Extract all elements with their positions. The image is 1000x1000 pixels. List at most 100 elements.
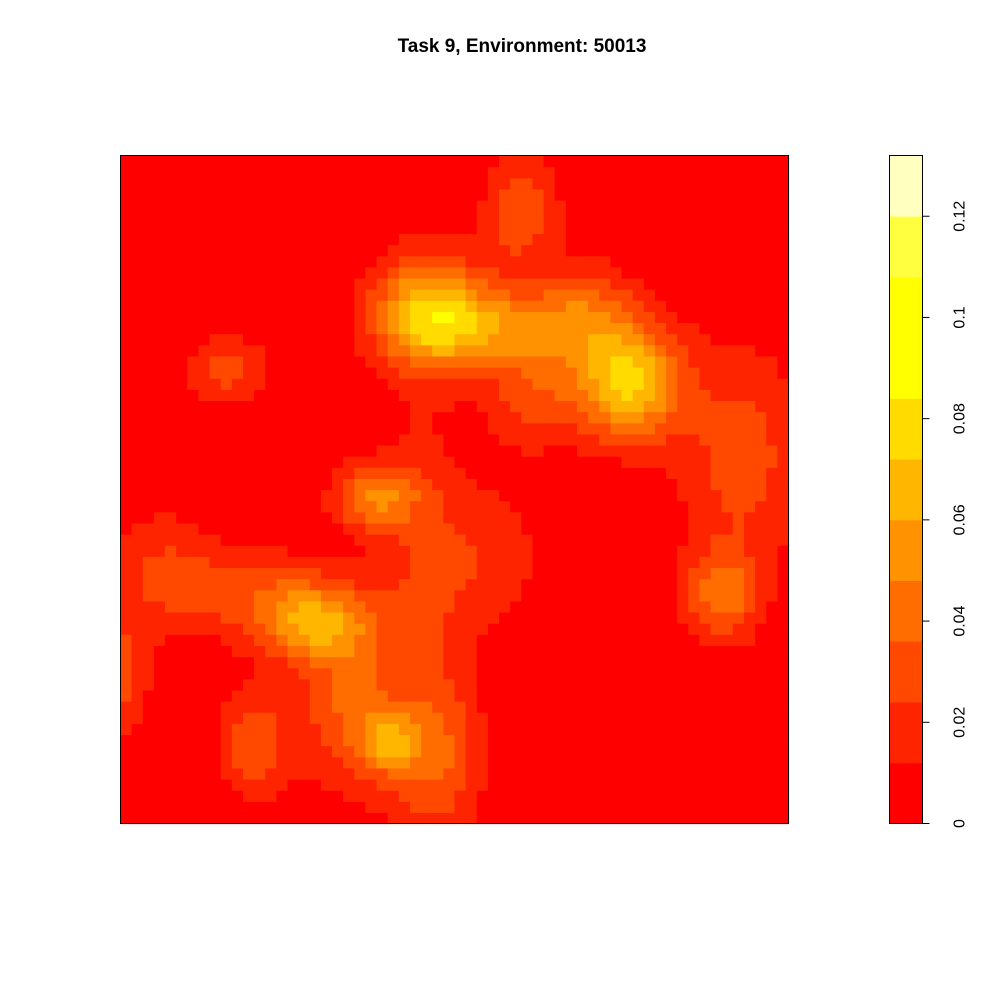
heatmap-cell <box>565 812 578 825</box>
heatmap-cell <box>543 311 556 324</box>
heatmap-cell <box>521 444 534 457</box>
heatmap-cell <box>332 411 344 424</box>
heatmap-cell <box>632 355 645 368</box>
heatmap-cell <box>554 444 567 457</box>
heatmap-cell <box>131 277 144 290</box>
heatmap-cell <box>254 678 266 691</box>
heatmap-cell <box>610 444 623 457</box>
heatmap-cell <box>376 456 389 468</box>
heatmap-cell <box>499 689 511 702</box>
heatmap-cell <box>510 422 522 435</box>
heatmap-cell <box>766 522 778 535</box>
heatmap-cell <box>120 289 133 301</box>
heatmap-cell <box>254 500 266 513</box>
heatmap-cell <box>565 344 578 357</box>
heatmap-cell <box>721 289 734 301</box>
heatmap-cell <box>454 578 467 591</box>
heatmap-cell <box>398 378 411 390</box>
heatmap-cell <box>666 790 678 802</box>
heatmap-cell <box>732 467 745 479</box>
heatmap-cell <box>276 556 289 569</box>
heatmap-cell <box>621 389 634 402</box>
heatmap-cell <box>565 645 578 658</box>
heatmap-cell <box>643 188 656 201</box>
heatmap-cell <box>755 333 767 346</box>
heatmap-cell <box>176 188 188 201</box>
heatmap-cell <box>309 277 322 290</box>
heatmap-cell <box>599 534 611 546</box>
heatmap-cell <box>187 277 200 290</box>
heatmap-cell <box>443 400 456 413</box>
heatmap-cell <box>242 244 255 257</box>
heatmap-cell <box>487 277 500 290</box>
heatmap-cell <box>487 444 500 457</box>
heatmap-cell <box>365 500 378 513</box>
heatmap-cell <box>354 255 367 268</box>
heatmap-cell <box>610 645 623 658</box>
heatmap-cell <box>576 790 589 802</box>
heatmap-cell <box>176 322 188 335</box>
heatmap-cell <box>254 222 266 235</box>
heatmap-cell <box>710 367 723 379</box>
heatmap-cell <box>710 812 723 825</box>
colorbar-ticks: 00.020.040.060.080.10.12 <box>922 201 969 828</box>
heatmap-cell <box>766 433 778 446</box>
heatmap-cell <box>777 444 790 457</box>
heatmap-cell <box>142 266 155 279</box>
heatmap-cell <box>365 211 378 223</box>
heatmap-cell <box>688 600 701 613</box>
heatmap-cell <box>688 322 701 335</box>
heatmap-cell <box>409 188 422 201</box>
heatmap-cell <box>454 222 467 235</box>
heatmap-cell <box>176 433 188 446</box>
heatmap-cell <box>354 723 367 736</box>
heatmap-cell <box>565 500 578 513</box>
heatmap-cell <box>565 333 578 346</box>
heatmap-cell <box>666 277 678 290</box>
heatmap-cell <box>443 289 456 301</box>
heatmap-cell <box>209 534 222 546</box>
heatmap-cell <box>365 534 378 546</box>
heatmap-cell <box>766 767 778 780</box>
heatmap-cell <box>365 456 378 468</box>
heatmap-cell <box>521 155 534 168</box>
heatmap-cell <box>254 790 266 802</box>
heatmap-cell <box>565 367 578 379</box>
heatmap-cell <box>521 545 534 557</box>
heatmap-cell <box>153 534 166 546</box>
heatmap-cell <box>565 489 578 502</box>
heatmap-cell <box>220 611 233 624</box>
heatmap-cell <box>365 634 378 646</box>
heatmap-cell <box>432 333 444 346</box>
heatmap-cell <box>721 389 734 402</box>
heatmap-cell <box>688 701 701 713</box>
heatmap-cell <box>343 333 355 346</box>
heatmap-cell <box>510 333 522 346</box>
heatmap-cell <box>666 367 678 379</box>
heatmap-cell <box>365 444 378 457</box>
heatmap-cell <box>398 645 411 658</box>
heatmap-cell <box>365 801 378 813</box>
heatmap-cell <box>332 567 344 580</box>
heatmap-cell <box>376 166 389 179</box>
heatmap-cell <box>387 801 400 813</box>
heatmap-cell <box>142 322 155 335</box>
heatmap-cell <box>376 233 389 246</box>
heatmap-cell <box>409 712 422 724</box>
heatmap-cell <box>198 155 211 168</box>
heatmap-cell <box>209 322 222 335</box>
heatmap-cell <box>465 244 478 257</box>
heatmap-cell <box>588 467 600 479</box>
heatmap-cell <box>198 166 211 179</box>
heatmap-cell <box>242 400 255 413</box>
heatmap-cell <box>287 600 300 613</box>
heatmap-cell <box>588 255 600 268</box>
heatmap-cell <box>677 701 689 713</box>
heatmap-cell <box>242 367 255 379</box>
heatmap-cell <box>766 678 778 691</box>
colorbar-segment <box>889 398 923 460</box>
heatmap-cell <box>443 244 456 257</box>
heatmap-cell <box>710 333 723 346</box>
heatmap-cell <box>654 745 667 758</box>
heatmap-cell <box>287 211 300 223</box>
